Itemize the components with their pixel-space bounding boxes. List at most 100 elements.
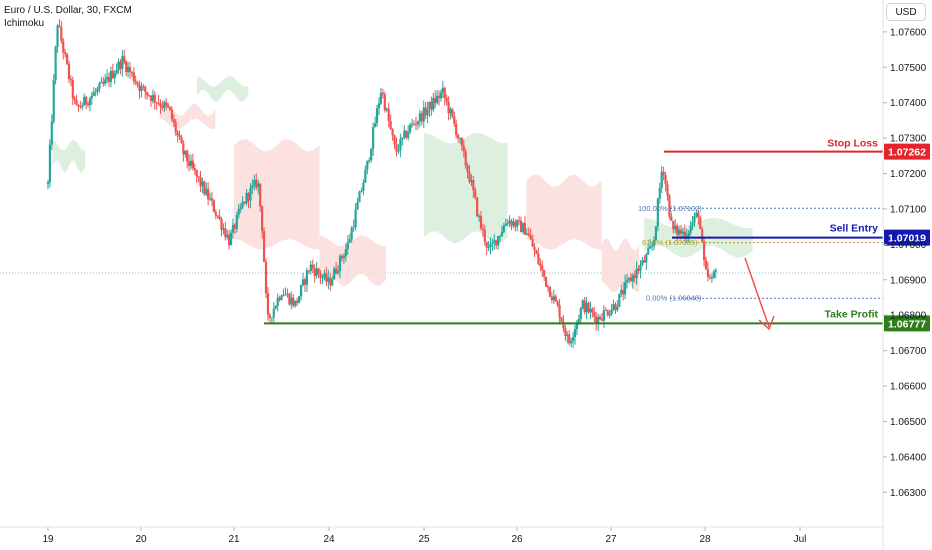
candle-body <box>502 225 505 233</box>
price-tick-label: 1.07000 <box>890 240 927 251</box>
candle <box>119 59 122 75</box>
candle <box>128 61 132 80</box>
candle-body <box>697 212 700 218</box>
candle <box>487 241 490 251</box>
candle <box>387 102 390 128</box>
candle <box>81 102 84 111</box>
candle <box>50 114 53 151</box>
candle <box>654 226 658 242</box>
price-tick-label: 1.07500 <box>890 63 927 74</box>
candle-body <box>497 236 500 246</box>
candle <box>604 307 607 312</box>
candle-body <box>518 220 521 222</box>
candle-body <box>689 225 692 234</box>
candle <box>301 273 305 287</box>
candle <box>311 259 314 273</box>
candle <box>710 274 713 283</box>
candle-body <box>132 72 135 82</box>
fib-618-label: 61.8% (1.07005) <box>642 238 698 247</box>
candle <box>570 337 573 348</box>
candle <box>622 282 625 301</box>
candle-body <box>470 180 473 182</box>
candle-body <box>500 232 504 237</box>
candle <box>342 253 346 264</box>
candle-body <box>606 310 609 316</box>
candle-body <box>519 220 523 233</box>
candle <box>92 87 95 97</box>
candle <box>645 252 648 271</box>
time-tick-label: 20 <box>135 534 147 545</box>
candle-body <box>130 71 133 73</box>
candle-body <box>637 268 640 271</box>
candle-body <box>224 228 227 238</box>
candle <box>585 296 588 320</box>
candle-body <box>115 70 118 74</box>
candle <box>687 230 690 243</box>
candle-body <box>284 294 287 296</box>
candle-body <box>587 302 590 313</box>
candle <box>319 270 322 285</box>
candle-body <box>691 222 694 226</box>
candle <box>670 212 673 222</box>
take-profit-price-badge: 1.06777 <box>884 315 930 332</box>
candle-body <box>323 273 326 278</box>
candle <box>637 264 640 274</box>
candle-body <box>566 334 569 336</box>
candle-body <box>614 304 617 311</box>
candle-body <box>385 108 388 111</box>
candle <box>409 122 412 135</box>
candle-body <box>151 94 154 101</box>
candle-body <box>296 300 299 304</box>
candle <box>257 179 260 195</box>
candle-body <box>247 192 250 201</box>
candle-body <box>468 172 471 182</box>
candle-body <box>153 94 156 103</box>
candle-body <box>537 253 540 264</box>
currency-button[interactable]: USD <box>886 3 926 21</box>
candle-body <box>445 97 448 102</box>
candle-body <box>424 107 427 116</box>
candle-body <box>512 221 515 226</box>
candle <box>403 124 406 140</box>
candle <box>268 313 272 324</box>
candle <box>327 270 330 290</box>
candle <box>677 225 681 239</box>
candle <box>658 182 661 204</box>
candle-body <box>575 322 579 330</box>
candle-body <box>401 137 404 139</box>
candle-body <box>233 224 236 229</box>
candle <box>106 69 109 84</box>
candle <box>264 258 268 298</box>
candle-body <box>710 277 713 279</box>
candle-body <box>434 97 437 104</box>
candle <box>370 147 373 163</box>
candle-body <box>172 119 175 123</box>
candle-body <box>514 221 517 227</box>
candle <box>631 272 634 289</box>
candle-body <box>52 79 55 122</box>
candle-body <box>187 161 191 166</box>
candle <box>362 179 365 196</box>
candle <box>383 91 386 113</box>
candle-body <box>321 277 324 279</box>
candle <box>474 187 477 200</box>
candle-body <box>618 293 621 307</box>
candle-body <box>83 96 86 106</box>
candle-body <box>311 264 314 269</box>
candle-body <box>510 220 513 226</box>
candle-body <box>346 242 349 250</box>
candle-body <box>399 138 402 151</box>
sell-entry-price-badge-text: 1.07019 <box>888 233 926 245</box>
candle <box>237 203 240 219</box>
candle-body <box>178 135 181 137</box>
candle <box>627 277 631 284</box>
candle-body <box>577 319 580 323</box>
candle-body <box>622 289 625 295</box>
candle <box>325 266 328 287</box>
candle <box>94 88 97 97</box>
candle-body <box>288 293 291 305</box>
candle-body <box>466 165 469 173</box>
sell-entry-price-badge-bg <box>884 229 930 246</box>
candle-body <box>255 179 258 188</box>
